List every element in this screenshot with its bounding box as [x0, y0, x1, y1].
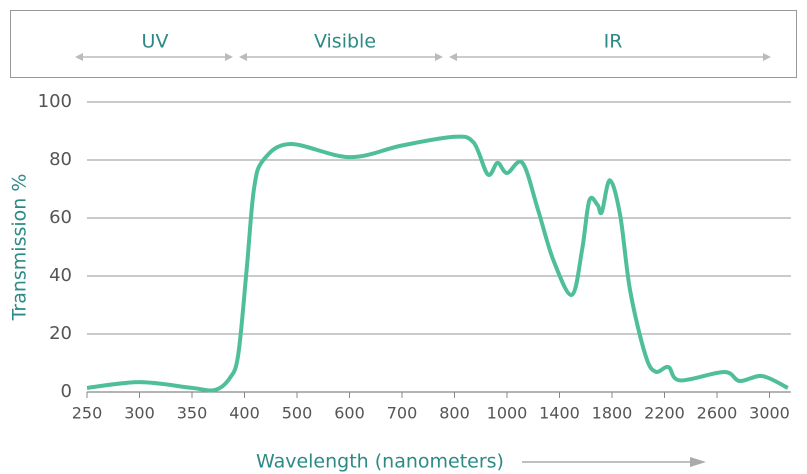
band-arrows — [75, 53, 771, 61]
x-tick-label: 250 — [72, 404, 103, 423]
band-box — [10, 10, 797, 78]
x-tick-label: 350 — [177, 404, 208, 423]
band-label: IR — [604, 31, 623, 53]
x-tick-label: 500 — [282, 404, 313, 423]
y-tick-label: 100 — [38, 91, 72, 112]
y-tick-label: 40 — [49, 265, 72, 286]
line — [86, 134, 789, 393]
x-tick-label: 3000 — [749, 404, 790, 423]
x-tick-label: 2600 — [697, 404, 738, 423]
x-tick-label: 800 — [439, 404, 470, 423]
x-tick-label: 1000 — [487, 404, 528, 423]
y-tick-label: 20 — [49, 323, 72, 344]
x-axis-label: Wavelength (nanometers) — [256, 451, 504, 473]
band-label: Visible — [314, 31, 376, 53]
x-tick-label: 1400 — [539, 404, 580, 423]
band-label: UV — [142, 31, 169, 53]
x-tick-label: 300 — [124, 404, 155, 423]
y-axis-label: Transmission % — [9, 174, 31, 322]
y-tick-label: 80 — [49, 149, 72, 170]
y-tick-label: 60 — [49, 207, 72, 228]
x-label-arrow — [522, 457, 706, 467]
x-tick-label: 700 — [387, 404, 418, 423]
x-tick-label: 1800 — [592, 404, 633, 423]
x-tick-label: 600 — [334, 404, 365, 423]
x-tick-label: 2200 — [644, 404, 685, 423]
x-tick-label: 400 — [229, 404, 260, 423]
y-tick-label: 0 — [61, 381, 72, 402]
